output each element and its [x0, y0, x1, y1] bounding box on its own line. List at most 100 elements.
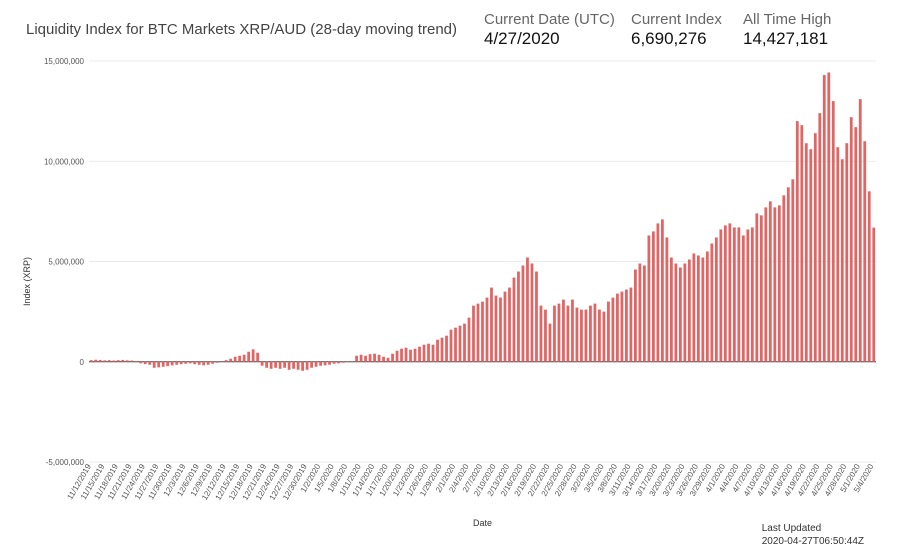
bar [750, 227, 754, 362]
bar [368, 354, 372, 362]
bar [436, 339, 439, 362]
bar [764, 207, 768, 362]
bar [809, 149, 813, 362]
all-time-high-stat: All Time High 14,427,181 [743, 11, 831, 49]
current-index-value: 6,690,276 [631, 29, 707, 48]
bar [710, 243, 714, 362]
last-updated: Last Updated 2020-04-27T06:50:44Z [762, 522, 864, 548]
bar [687, 259, 691, 362]
bar [197, 361, 201, 365]
bar [89, 360, 93, 362]
bar [620, 291, 624, 362]
bar [188, 361, 192, 364]
bar [737, 227, 741, 362]
x-axis-title: Date [473, 518, 492, 528]
bar [638, 263, 642, 362]
bar [427, 343, 430, 362]
x-axis-ticks: 11/12/201911/15/201911/18/201911/21/2019… [65, 462, 875, 502]
bar [116, 360, 120, 362]
bar [314, 361, 318, 367]
bar [301, 361, 305, 371]
bar [544, 309, 547, 362]
bar [440, 337, 444, 362]
bar [175, 361, 179, 365]
bar [458, 325, 462, 362]
bar [166, 361, 170, 367]
bar [418, 346, 421, 362]
bar [836, 147, 840, 362]
bar [355, 355, 358, 362]
bar [714, 237, 718, 362]
bar [692, 253, 696, 362]
bar [404, 347, 408, 362]
bar [481, 301, 484, 362]
bar [728, 223, 732, 362]
bar [795, 121, 799, 362]
bar [512, 277, 516, 362]
bar [643, 265, 646, 362]
bar [768, 201, 772, 362]
bar [804, 143, 808, 362]
bar [777, 205, 781, 362]
bar [732, 227, 736, 362]
current-date-value: 4/27/2020 [484, 29, 560, 48]
bar [598, 309, 601, 362]
bar [184, 361, 188, 364]
bar [849, 117, 853, 362]
bar [283, 361, 287, 368]
page-title: Liquidity Index for BTC Markets XRP/AUD … [26, 21, 457, 38]
bar [580, 309, 583, 362]
bar [607, 301, 610, 362]
bar [256, 352, 260, 362]
bar [791, 179, 795, 362]
bar-series [89, 72, 876, 371]
bar [341, 361, 345, 363]
bar [521, 265, 525, 362]
bar [723, 225, 727, 362]
bar [548, 323, 552, 362]
bar [359, 354, 363, 362]
bar [669, 257, 673, 362]
bar [103, 360, 107, 362]
bar [813, 133, 817, 362]
bar [831, 101, 835, 362]
bar [800, 125, 804, 362]
bar [251, 349, 255, 362]
current-index-stat: Current Index 6,690,276 [631, 11, 722, 49]
bar [557, 303, 561, 362]
bar [296, 361, 300, 370]
bar [121, 359, 125, 362]
bar [130, 360, 134, 362]
bar [845, 143, 849, 362]
bar [863, 141, 867, 362]
bar [651, 231, 655, 362]
bar [467, 317, 471, 362]
bar [337, 361, 340, 364]
bar [755, 213, 759, 362]
bar [674, 263, 678, 362]
current-date-stat: Current Date (UTC) 4/27/2020 [484, 11, 615, 49]
bar [575, 307, 579, 362]
bar [269, 361, 273, 369]
bar [858, 99, 862, 362]
bar [400, 348, 403, 362]
bar [476, 303, 480, 362]
bar [431, 344, 435, 362]
bar [224, 360, 228, 362]
bar [229, 358, 233, 362]
bar [215, 361, 219, 363]
bar [678, 267, 682, 362]
bar [818, 113, 822, 362]
bar [242, 354, 246, 362]
bar [161, 361, 165, 367]
bar [705, 251, 709, 362]
bar [148, 361, 152, 365]
bar [422, 344, 426, 362]
bar [292, 361, 296, 369]
bar [413, 348, 417, 362]
bar [139, 361, 143, 364]
bar [395, 350, 399, 362]
bar [134, 360, 138, 362]
bar [260, 361, 264, 366]
bar [593, 303, 597, 362]
